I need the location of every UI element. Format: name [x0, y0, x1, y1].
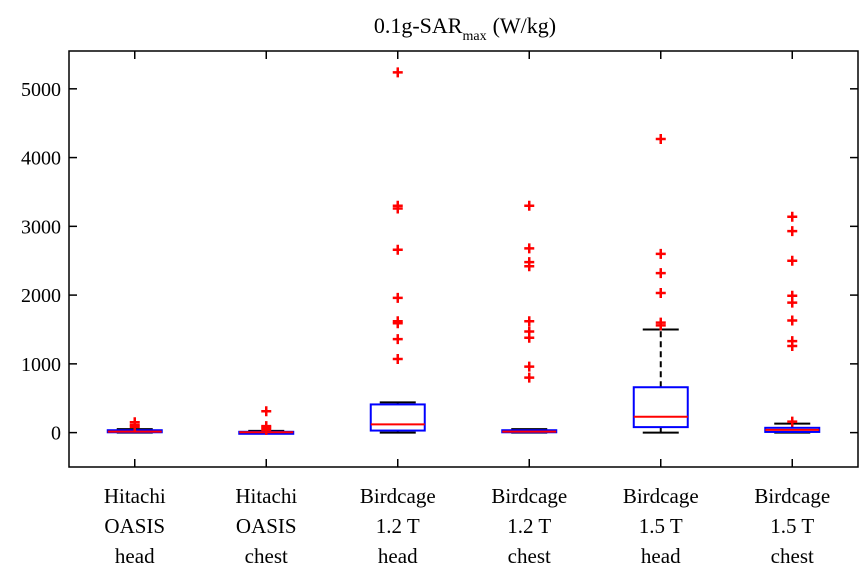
outlier-marker [787, 416, 798, 427]
outlier-marker [524, 316, 535, 327]
outlier-marker [392, 244, 403, 255]
box [369, 403, 426, 432]
y-tick-label: 2000 [21, 285, 61, 307]
chart-title-main: 0.1g-SAR [374, 13, 463, 38]
chart-title: 0.1g-SARmax (W/kg) [374, 13, 556, 44]
y-tick-label: 1000 [21, 354, 61, 376]
y-tick-label: 3000 [21, 216, 61, 238]
outlier-marker [392, 292, 403, 303]
outlier-marker [787, 226, 798, 237]
x-category-label: 1.2 T [376, 514, 420, 538]
x-category-label: Hitachi [235, 484, 297, 508]
axes-frame [68, 50, 859, 468]
x-category-label: Hitachi [104, 484, 166, 508]
outlier-marker [787, 211, 798, 222]
y-tick-label: 4000 [21, 148, 61, 170]
outlier-marker [261, 421, 272, 432]
outlier-marker [655, 268, 666, 279]
outlier-marker [524, 200, 535, 211]
x-category-label: OASIS [236, 514, 297, 538]
x-category-label: head [641, 544, 681, 567]
x-category-label: 1.5 T [770, 514, 814, 538]
outlier-marker [392, 200, 403, 211]
outlier-marker [392, 334, 403, 345]
x-category-label: 1.2 T [507, 514, 551, 538]
outlier-marker [787, 255, 798, 266]
outlier-marker [524, 372, 535, 383]
x-category-label: chest [771, 544, 814, 567]
plot-area: 0 1000 2000 3000 4000 5000 Hitachi OASIS head Hit… [21, 50, 859, 567]
x-category-label: 1.5 T [639, 514, 683, 538]
x-category-label: head [378, 544, 418, 567]
outlier-marker [655, 288, 666, 299]
chart-title-subscript: max [462, 29, 486, 44]
outlier-marker [261, 406, 272, 417]
outlier-marker [392, 316, 403, 327]
chart-title-unit: (W/kg) [493, 13, 557, 38]
outlier-marker [392, 67, 403, 78]
y-tick-label: 0 [51, 423, 61, 445]
y-tick-label: 5000 [21, 79, 61, 101]
outlier-marker [787, 290, 798, 301]
box [632, 386, 689, 429]
x-category-label: Birdcage [491, 484, 567, 508]
outlier-marker [524, 243, 535, 254]
x-category-label: chest [508, 544, 551, 567]
x-category-label: OASIS [104, 514, 165, 538]
outlier-marker [129, 417, 140, 428]
x-category-label: Birdcage [623, 484, 699, 508]
outlier-marker [787, 315, 798, 326]
x-category-label: chest [245, 544, 288, 567]
x-category-label: Birdcage [360, 484, 436, 508]
x-category-label: Birdcage [754, 484, 830, 508]
x-category-label: head [115, 544, 155, 567]
outlier-marker [655, 134, 666, 145]
outlier-marker [787, 336, 798, 347]
outlier-marker [524, 326, 535, 337]
outlier-marker [392, 354, 403, 365]
outlier-marker [524, 361, 535, 372]
outlier-marker [655, 248, 666, 259]
outlier-marker [655, 317, 666, 328]
outlier-marker [524, 257, 535, 268]
